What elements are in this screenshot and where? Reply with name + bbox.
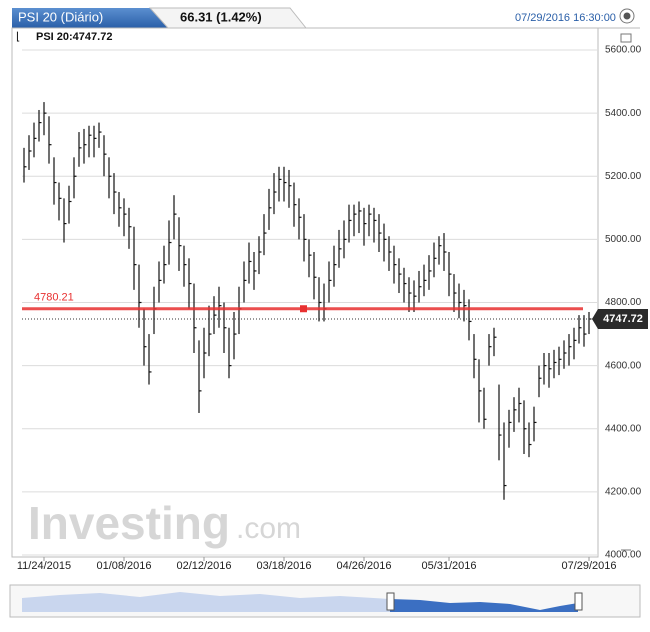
instrument-title: PSI 20 (Diário) (18, 9, 103, 24)
y-tick-label: 5000.00 (605, 234, 642, 245)
maximize-button[interactable] (620, 33, 632, 43)
x-tick-label: 04/26/2016 (336, 560, 391, 572)
y-tick-label: 4000.00 (605, 550, 642, 561)
timestamp: 07/29/2016 16:30:00 (515, 12, 616, 24)
last-price-box (592, 309, 648, 330)
bar-icon: ⌊ (16, 31, 20, 43)
logo-word: Investing (28, 497, 230, 549)
x-tick-label: 05/31/2016 (421, 560, 476, 572)
navigator-handle-right[interactable] (574, 592, 583, 611)
change-tab (148, 7, 307, 29)
reference-handle (300, 305, 307, 313)
last-price-label: 4747.72 (603, 313, 643, 325)
change-value: 66.31 (1.42%) (180, 9, 262, 24)
logo-suffix: .com (236, 512, 301, 545)
y-tick-label: 5400.00 (605, 108, 642, 119)
settings-icon (623, 12, 631, 20)
navigator-selection (390, 599, 578, 612)
y-tick-label: 5600.00 (605, 45, 642, 56)
y-tick-label: 4600.00 (605, 360, 642, 371)
y-tick-label: 4800.00 (605, 297, 642, 308)
plot-frame (11, 27, 599, 558)
x-tick-label: 02/12/2016 (176, 560, 231, 572)
legend-entry: PSI 20:4747.72 (36, 31, 112, 43)
y-tick-label: 4200.00 (605, 487, 642, 498)
reference-label: 4780.21 (34, 292, 74, 304)
navigator-history (22, 592, 390, 612)
title-tab (12, 8, 168, 28)
x-tick-label: 11/24/2015 (17, 560, 71, 572)
x-tick-label: 01/08/2016 (96, 560, 151, 572)
x-tick-label: 03/18/2016 (256, 560, 311, 572)
y-tick-label: 4400.00 (605, 423, 642, 434)
y-tick-label: 5200.00 (605, 171, 642, 182)
navigator-handle-left[interactable] (386, 592, 395, 611)
x-tick-label: 07/29/2016 (561, 560, 616, 572)
